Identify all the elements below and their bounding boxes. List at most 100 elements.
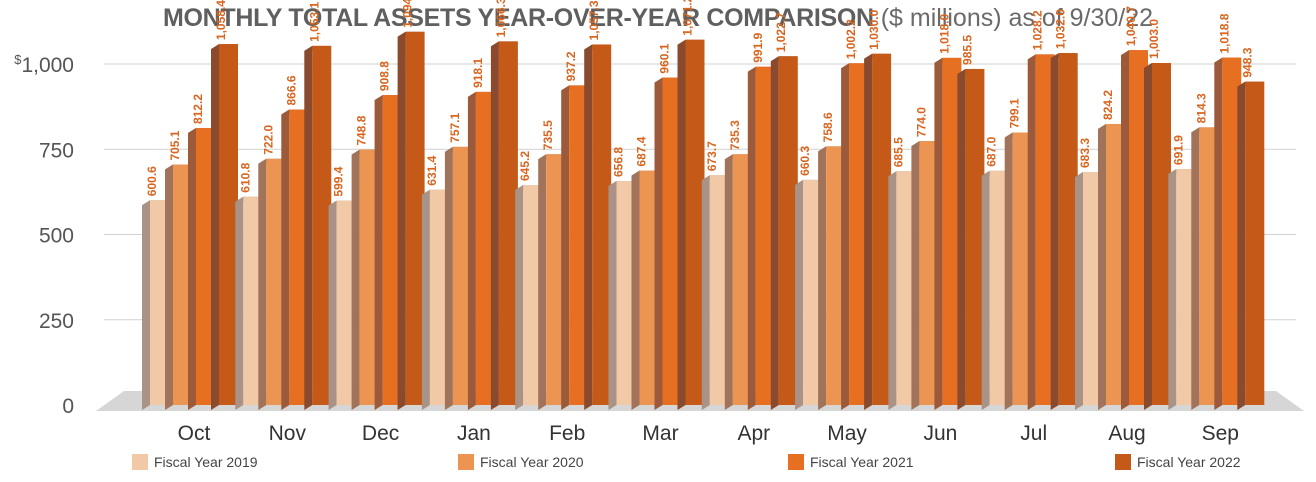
x-tick-label: Dec [362, 422, 399, 445]
legend-swatch [1115, 454, 1131, 470]
bar-side [538, 154, 547, 410]
data-label: 631.4 [425, 155, 439, 185]
y-tick-label: 0 [62, 395, 74, 418]
bar [732, 154, 752, 405]
data-label: 866.6 [284, 75, 298, 105]
bar-side [235, 196, 244, 410]
bar [1129, 50, 1148, 405]
bar-side [1144, 62, 1152, 411]
data-label: 758.6 [821, 112, 835, 142]
bar [826, 146, 846, 406]
bar-side [631, 170, 640, 410]
data-label: 937.2 [564, 51, 578, 81]
data-label: 1,002.2 [844, 19, 858, 59]
bar-side [654, 77, 663, 411]
data-label: 687.0 [985, 136, 999, 166]
bar [1035, 54, 1055, 406]
legend-swatch [788, 454, 804, 470]
legend-label: Fiscal Year 2022 [1137, 454, 1241, 470]
bar-side [1098, 123, 1106, 410]
bar-side [888, 171, 897, 410]
legend-label: Fiscal Year 2020 [480, 454, 584, 470]
x-tick-label: Sep [1202, 422, 1239, 445]
bar [382, 95, 402, 406]
x-tick-label: Mar [642, 422, 678, 445]
bar [1012, 132, 1032, 405]
bar-side [165, 164, 173, 410]
bar [219, 44, 238, 405]
bar-side [444, 146, 453, 410]
bar [429, 189, 449, 405]
data-label: 748.8 [355, 115, 369, 145]
data-label: 645.2 [518, 151, 532, 181]
x-tick-label: Nov [269, 422, 307, 445]
data-label: 683.3 [1078, 138, 1092, 168]
legend-item: Fiscal Year 2019 [132, 454, 258, 470]
legend-swatch [132, 454, 148, 470]
x-tick-label: Jan [457, 422, 491, 445]
bar [173, 164, 192, 405]
bar-side [211, 44, 219, 410]
legend: Fiscal Year 2019 Fiscal Year 2020 Fiscal Y… [0, 454, 1316, 478]
data-label: 814.3 [1194, 93, 1208, 123]
data-label: 1,018.0 [937, 13, 951, 53]
data-label: 908.8 [378, 61, 392, 91]
data-label: 812.2 [191, 94, 205, 124]
bar-side [1075, 171, 1083, 410]
bar [336, 200, 356, 405]
x-tick-label: Feb [549, 422, 585, 445]
bar-side [1191, 127, 1200, 410]
data-label: 918.1 [471, 58, 485, 88]
data-label: 824.2 [1101, 90, 1115, 120]
bar-side [1214, 57, 1223, 410]
chart-title: MONTHLY TOTAL ASSETS YEAR-OVER-YEAR COMP… [0, 4, 1316, 33]
x-tick-label: May [827, 422, 867, 445]
bar-side [701, 175, 710, 410]
bar [685, 39, 705, 406]
bar-side [864, 53, 873, 411]
bar-side [328, 200, 337, 410]
data-label: 774.0 [914, 107, 928, 137]
data-label: 1,040.7 [1124, 6, 1138, 46]
bar [1176, 169, 1196, 405]
bar-side [1121, 50, 1129, 410]
bar-side [724, 154, 733, 410]
bar [639, 170, 659, 405]
bar [359, 149, 379, 405]
bar [1199, 127, 1219, 405]
data-label: 1,028.2 [1031, 10, 1045, 50]
bar [1152, 62, 1171, 406]
x-tick-label: Oct [178, 422, 211, 445]
bar [662, 77, 682, 406]
legend-item: Fiscal Year 2022 [1115, 454, 1241, 470]
bar-side [351, 149, 360, 411]
bar-side [795, 179, 804, 410]
data-label: 1,071.2 [681, 0, 695, 36]
bar-side [911, 141, 920, 411]
data-label: 600.6 [145, 166, 159, 196]
bar-chart: 0 250 500 750 $1,000 600.6 705.1 812.2 1,058.4 Oc… [14, 0, 1304, 445]
bar [942, 57, 962, 405]
bar [312, 45, 332, 406]
bar [919, 141, 939, 406]
data-label: 1,022.7 [774, 12, 788, 52]
bar-side [304, 45, 313, 411]
data-label: 687.4 [635, 136, 649, 166]
data-label: 985.5 [960, 35, 974, 65]
bar-side [747, 66, 756, 411]
bar [872, 53, 892, 406]
bar-side [770, 56, 779, 410]
bar-side [142, 200, 150, 410]
data-label: 1,053.1 [307, 2, 321, 42]
bar-side [515, 184, 524, 410]
data-label: 1,030.0 [867, 9, 881, 49]
bar-side [677, 39, 686, 411]
y-tick-label: 750 [39, 139, 74, 162]
bar-side [490, 41, 499, 411]
bar [475, 91, 495, 405]
bar-side [397, 31, 406, 410]
bar [289, 109, 309, 405]
bar [1058, 53, 1078, 405]
data-label: 1,066.3 [494, 0, 508, 37]
